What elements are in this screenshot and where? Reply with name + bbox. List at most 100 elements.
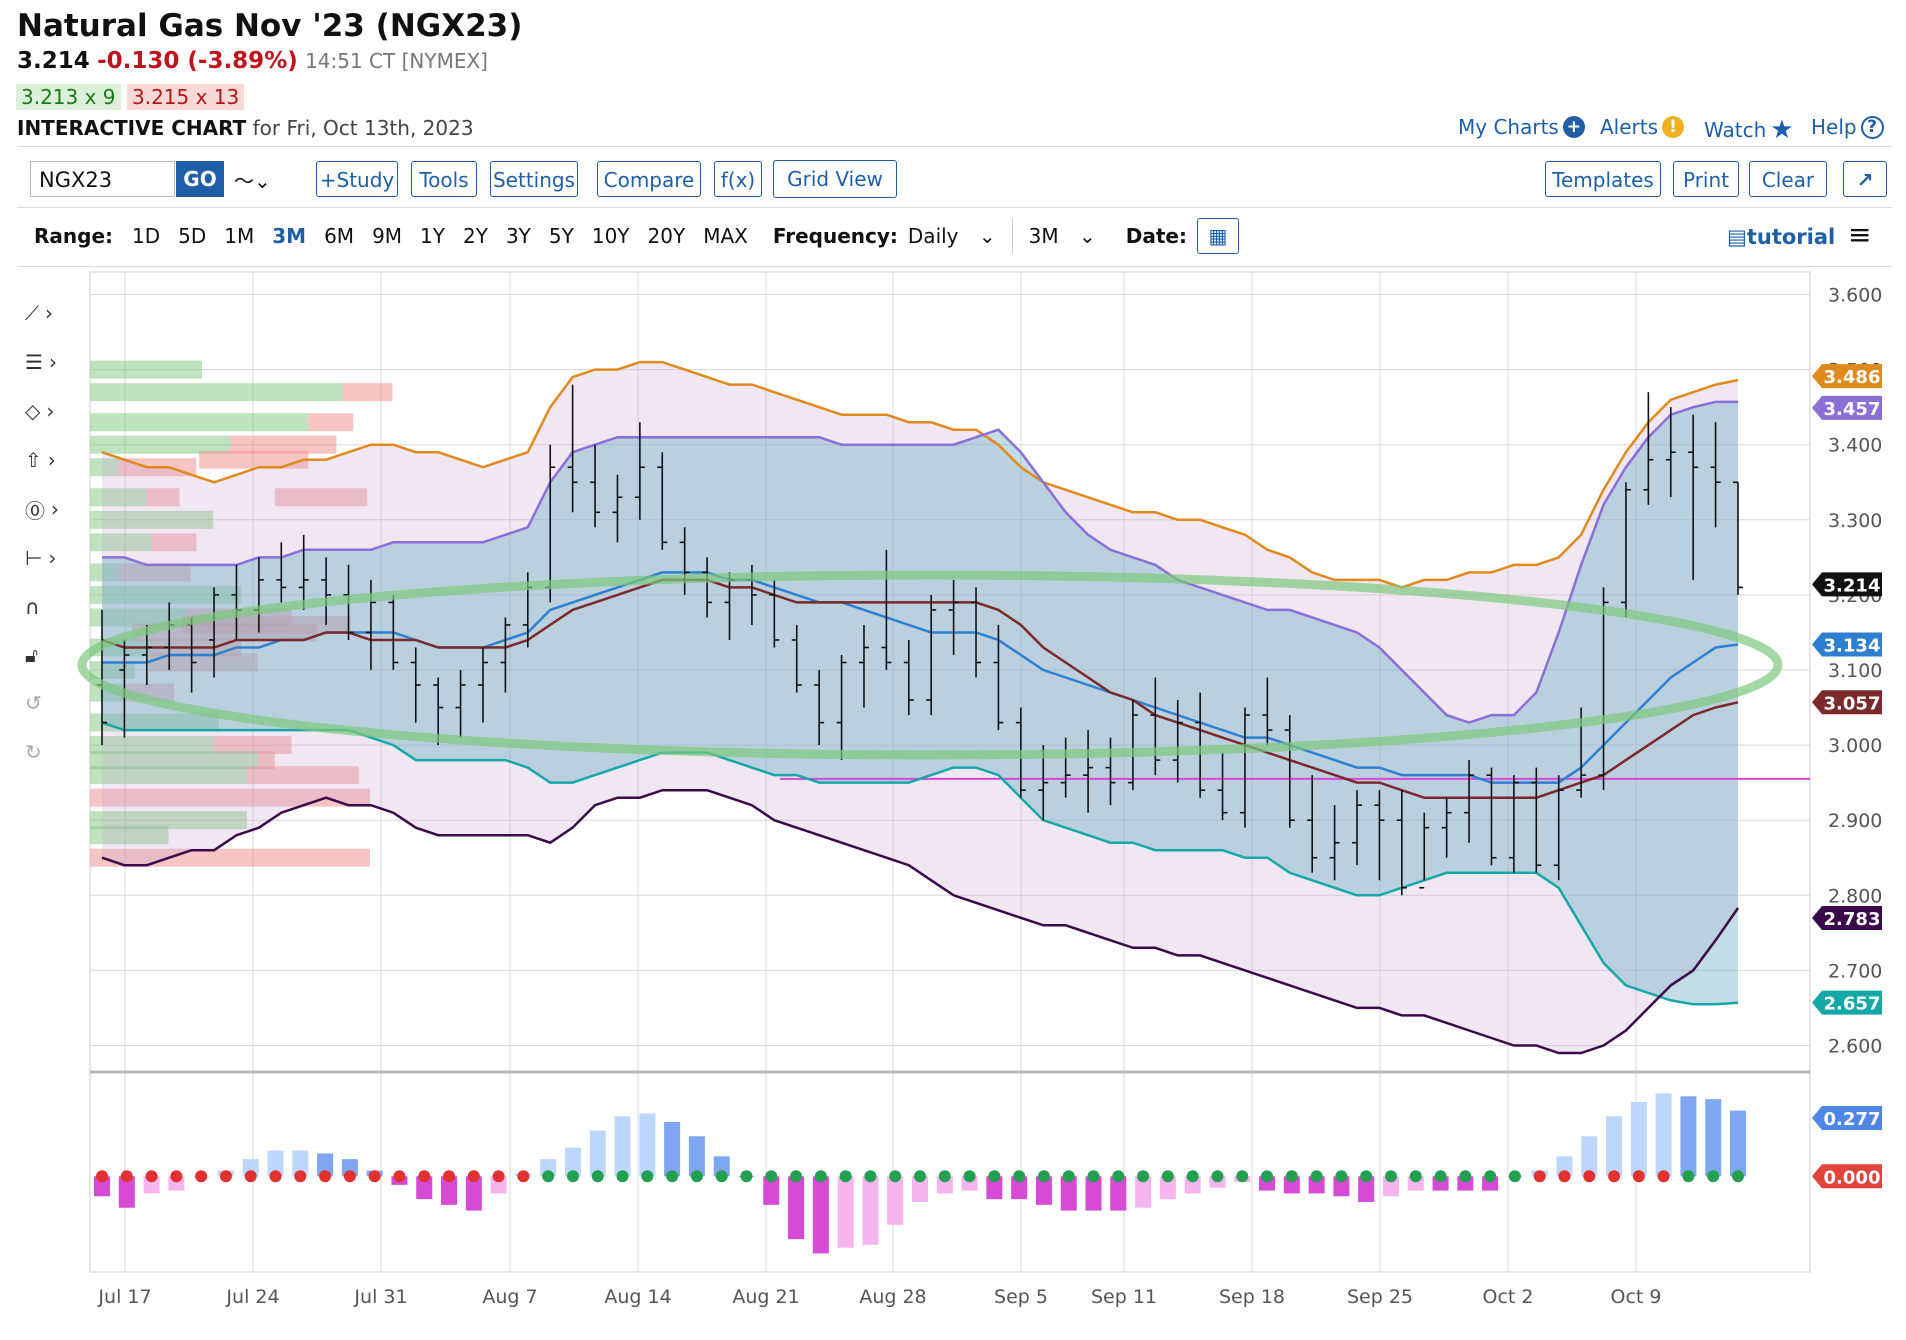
- chart-date: for Fri, Oct 13th, 2023: [252, 116, 474, 140]
- study-button[interactable]: +Study: [316, 161, 398, 197]
- signal-dot: [542, 1170, 555, 1183]
- histogram-bar: [416, 1176, 433, 1200]
- signal-dot: [1434, 1170, 1447, 1183]
- histogram-bar: [1333, 1176, 1350, 1197]
- signal-dot: [1682, 1170, 1695, 1183]
- period-dropdown[interactable]: 3M ⌄: [1029, 224, 1096, 248]
- menu-icon[interactable]: ≡: [1848, 218, 1872, 251]
- histogram-bar: [1606, 1116, 1623, 1177]
- chevron-right-icon: ›: [48, 350, 57, 374]
- arrow-tool[interactable]: ⇧ ›: [25, 442, 77, 478]
- badge-zero: 0.000: [1824, 1167, 1881, 1188]
- redo-button[interactable]: ↻: [25, 734, 77, 770]
- print-button[interactable]: Print: [1673, 161, 1739, 197]
- watch-label: Watch: [1704, 118, 1767, 142]
- chart-label: INTERACTIVE CHART: [17, 116, 247, 140]
- range-option-2y[interactable]: 2Y: [463, 224, 488, 248]
- signal-dot: [492, 1170, 505, 1183]
- measure-icon: ⊢: [25, 546, 43, 570]
- badge-price: 3.134: [1824, 635, 1881, 656]
- signal-dot: [1360, 1170, 1373, 1183]
- y-tick-label: 3.000: [1828, 735, 1882, 757]
- x-tick-label: Jul 31: [353, 1286, 407, 1308]
- tutorial-link[interactable]: ▤tutorial: [1727, 225, 1835, 249]
- range-option-3y[interactable]: 3Y: [505, 224, 531, 248]
- histogram-bar: [986, 1176, 1003, 1200]
- range-option-max[interactable]: MAX: [703, 224, 748, 248]
- range-option-1y[interactable]: 1Y: [420, 224, 445, 248]
- signal-dot: [319, 1170, 332, 1183]
- measure-tool[interactable]: ⊢ ›: [25, 540, 77, 576]
- range-option-1m[interactable]: 1M: [224, 224, 255, 248]
- histogram-bar: [1382, 1176, 1399, 1197]
- range-option-1d[interactable]: 1D: [132, 224, 161, 248]
- badge-price-bg: [1812, 364, 1882, 389]
- signal-dot: [1013, 1170, 1026, 1183]
- signal-dot: [170, 1170, 183, 1183]
- range-option-20y[interactable]: 20Y: [647, 224, 686, 248]
- outer-band-fill: [102, 362, 1738, 1054]
- shape-tool[interactable]: ◇ ›: [25, 393, 77, 429]
- my-charts-link[interactable]: My Charts +: [1458, 115, 1585, 139]
- alerts-label: Alerts: [1600, 115, 1659, 139]
- alerts-link[interactable]: Alerts !: [1600, 115, 1685, 139]
- list-tool-icon: ☰: [25, 350, 43, 374]
- range-option-6m[interactable]: 6M: [324, 224, 355, 248]
- symbol-input[interactable]: NGX23: [30, 161, 175, 197]
- volume-bar-green: [90, 563, 118, 582]
- histogram-bar: [1159, 1176, 1176, 1200]
- clear-button[interactable]: Clear: [1749, 161, 1827, 197]
- price-badges: 3.486 3.457 3.214 3.134 3.057 2.783 2.657 0.277…: [1812, 364, 1882, 1189]
- price-change: -0.130 (-3.89%): [97, 48, 298, 74]
- tools-button[interactable]: Tools: [411, 161, 477, 197]
- magnet-tool[interactable]: ∩: [25, 589, 77, 625]
- calendar-icon[interactable]: ▦: [1196, 218, 1239, 254]
- shape-tool-icon: ◇: [25, 399, 41, 423]
- grid-view-button[interactable]: Grid View: [773, 160, 897, 198]
- x-tick-label: Sep 25: [1347, 1286, 1413, 1308]
- frequency-dropdown[interactable]: Daily ⌄: [908, 224, 996, 248]
- signal-dot: [938, 1170, 951, 1183]
- expand-icon[interactable]: ↗: [1843, 161, 1887, 197]
- drawing-line-tool[interactable]: ⟋ ›: [25, 295, 77, 331]
- period-value: 3M: [1028, 224, 1059, 248]
- signal-dot: [690, 1170, 703, 1183]
- chart-type-dropdown[interactable]: 〜⌄: [234, 165, 271, 194]
- volume-bar-green: [90, 585, 242, 604]
- range-option-3m[interactable]: 3M: [272, 224, 307, 248]
- indicator-lines: [101, 360, 1740, 1055]
- signal-dot: [740, 1170, 753, 1183]
- divider: [1011, 218, 1013, 254]
- watch-link[interactable]: Watch ★: [1704, 115, 1794, 145]
- histogram-bar: [317, 1153, 334, 1177]
- signal-dot: [1632, 1170, 1645, 1183]
- volume-bar-green: [90, 751, 258, 770]
- volume-bar-red: [146, 488, 180, 507]
- lock-tool[interactable]: 🔓︎: [25, 637, 77, 673]
- range-option-9m[interactable]: 9M: [372, 224, 403, 248]
- x-tick-label: Sep 11: [1091, 1286, 1157, 1308]
- signal-dot: [666, 1170, 679, 1183]
- range-option-5y[interactable]: 5Y: [548, 224, 574, 248]
- badge-price-bg: [1812, 572, 1882, 597]
- help-link[interactable]: Help ?: [1811, 115, 1884, 139]
- x-tick-label: Aug 28: [859, 1286, 926, 1308]
- chevron-right-icon: ›: [51, 497, 59, 521]
- undo-button[interactable]: ↺: [25, 685, 77, 721]
- range-option-5d[interactable]: 5D: [178, 224, 207, 248]
- compare-button[interactable]: Compare: [597, 161, 701, 197]
- go-button[interactable]: GO: [176, 161, 224, 197]
- templates-button[interactable]: Templates: [1545, 161, 1661, 197]
- text-tool[interactable]: ⓪ ›: [25, 491, 77, 527]
- badge-price-bg: [1812, 990, 1882, 1015]
- signal-dot: [1285, 1170, 1298, 1183]
- signal-dot: [96, 1170, 108, 1183]
- range-option-10y[interactable]: 10Y: [591, 224, 630, 248]
- highlight-ellipse: [77, 570, 1783, 760]
- signal-dot: [1335, 1170, 1348, 1183]
- fx-button[interactable]: f(x): [714, 161, 762, 197]
- settings-button[interactable]: Settings: [490, 161, 578, 197]
- fib-tool[interactable]: ☰ ›: [25, 344, 77, 380]
- signal-dot: [814, 1170, 827, 1183]
